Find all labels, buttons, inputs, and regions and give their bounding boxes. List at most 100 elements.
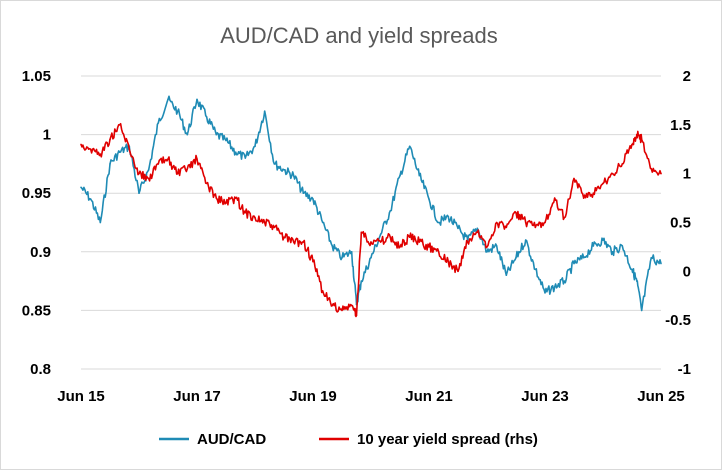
series-line-yield-spread xyxy=(80,122,662,318)
data-point-aud-cad xyxy=(428,198,430,200)
data-point-aud-cad xyxy=(99,221,102,224)
data-point-aud-cad xyxy=(631,268,633,271)
data-point-aud-cad xyxy=(524,239,527,241)
data-point-yield-spread xyxy=(602,182,604,185)
left-tick-label: 0.95 xyxy=(22,185,51,202)
data-point-yield-spread xyxy=(109,138,111,141)
data-point-aud-cad xyxy=(302,192,305,194)
data-point-aud-cad xyxy=(215,133,218,136)
data-point-yield-spread xyxy=(515,211,517,214)
data-point-yield-spread xyxy=(379,241,382,243)
data-point-aud-cad xyxy=(350,251,353,253)
data-point-yield-spread xyxy=(321,290,324,292)
data-point-aud-cad xyxy=(157,122,160,124)
data-point-aud-cad xyxy=(360,280,363,282)
data-point-yield-spread xyxy=(147,177,150,180)
data-point-aud-cad xyxy=(447,215,450,218)
x-tick-label: Jun 19 xyxy=(289,388,337,405)
right-axis-ticks: -1 -0.5 0 0.5 1 1.5 2 xyxy=(665,68,691,378)
legend-label-aud-cad: AUD/CAD xyxy=(197,431,266,448)
data-point-yield-spread xyxy=(176,172,179,175)
data-point-yield-spread xyxy=(273,226,276,229)
data-point-yield-spread xyxy=(476,231,479,234)
data-point-aud-cad xyxy=(592,245,595,247)
right-tick-label: -1 xyxy=(678,361,691,378)
data-point-aud-cad xyxy=(341,256,343,259)
data-point-yield-spread xyxy=(244,211,247,214)
right-tick-label: 2 xyxy=(683,68,691,85)
data-point-yield-spread xyxy=(205,182,208,185)
x-tick-label: Jun 17 xyxy=(173,388,221,405)
right-tick-label: -0.5 xyxy=(665,312,691,329)
data-point-aud-cad xyxy=(118,151,121,153)
data-point-aud-cad xyxy=(167,98,169,101)
data-point-aud-cad xyxy=(205,116,208,118)
data-point-yield-spread xyxy=(196,158,198,160)
legend: AUD/CAD 10 year yield spread (rhs) xyxy=(159,431,538,448)
left-tick-label: 1.05 xyxy=(22,68,51,85)
data-point-yield-spread xyxy=(631,143,633,146)
data-point-yield-spread xyxy=(350,304,353,307)
data-point-aud-cad xyxy=(196,98,198,101)
data-point-yield-spread xyxy=(640,138,643,141)
data-point-yield-spread xyxy=(234,197,237,199)
left-axis-ticks: 0.8 0.85 0.9 0.95 1 1.05 xyxy=(22,68,51,378)
data-point-aud-cad xyxy=(636,280,638,282)
left-tick-label: 0.85 xyxy=(22,302,51,319)
data-point-yield-spread xyxy=(428,246,430,248)
data-point-aud-cad xyxy=(370,256,372,259)
right-tick-label: 1 xyxy=(683,166,691,183)
data-point-yield-spread xyxy=(447,260,450,263)
data-point-aud-cad xyxy=(283,168,285,171)
data-point-aud-cad xyxy=(505,274,508,277)
data-point-yield-spread xyxy=(254,216,256,219)
data-point-yield-spread xyxy=(660,172,662,175)
data-point-yield-spread xyxy=(128,148,131,151)
data-point-yield-spread xyxy=(505,226,508,229)
data-point-yield-spread xyxy=(553,197,556,199)
data-point-aud-cad xyxy=(573,262,575,265)
data-point-aud-cad xyxy=(292,174,295,177)
data-point-yield-spread xyxy=(331,304,334,307)
data-point-aud-cad xyxy=(399,174,401,177)
data-point-aud-cad xyxy=(486,251,488,253)
data-point-yield-spread xyxy=(292,241,295,243)
x-tick-label: Jun 25 xyxy=(637,388,685,405)
data-point-yield-spread xyxy=(263,221,266,224)
data-point-aud-cad xyxy=(437,221,440,224)
data-point-aud-cad xyxy=(244,157,247,159)
data-point-yield-spread xyxy=(283,236,285,238)
data-point-yield-spread xyxy=(486,246,488,248)
data-point-yield-spread xyxy=(355,314,358,317)
data-point-yield-spread xyxy=(225,202,227,204)
data-point-aud-cad xyxy=(476,227,479,230)
chart-title: AUD/CAD and yield spreads xyxy=(220,23,498,48)
data-point-aud-cad xyxy=(563,280,566,282)
data-point-yield-spread xyxy=(99,153,102,155)
left-tick-label: 0.9 xyxy=(30,244,51,261)
data-point-yield-spread xyxy=(582,197,585,199)
right-tick-label: 1.5 xyxy=(670,117,691,134)
data-point-yield-spread xyxy=(466,241,469,243)
data-point-yield-spread xyxy=(89,148,92,151)
data-point-aud-cad xyxy=(147,168,150,171)
data-point-yield-spread xyxy=(157,163,160,165)
data-point-yield-spread xyxy=(573,177,575,180)
data-point-yield-spread xyxy=(215,197,218,199)
data-point-yield-spread xyxy=(563,216,566,219)
data-point-yield-spread xyxy=(437,251,440,253)
data-point-aud-cad xyxy=(457,227,459,230)
data-point-aud-cad xyxy=(602,239,604,241)
data-point-yield-spread xyxy=(418,241,421,243)
data-point-aud-cad xyxy=(544,292,546,294)
data-point-yield-spread xyxy=(457,270,459,273)
data-point-aud-cad xyxy=(621,245,624,247)
data-point-aud-cad xyxy=(254,145,256,148)
data-point-yield-spread xyxy=(408,236,411,238)
data-point-aud-cad xyxy=(273,163,276,165)
gridlines xyxy=(81,75,661,370)
data-point-aud-cad xyxy=(418,174,421,177)
data-point-yield-spread xyxy=(399,246,401,248)
data-point-aud-cad xyxy=(640,309,643,312)
